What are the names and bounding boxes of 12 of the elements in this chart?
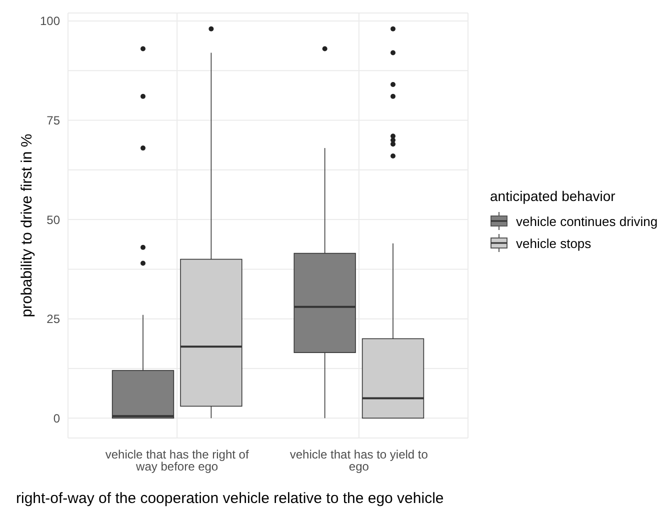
y-tick-label: 100 xyxy=(40,14,60,28)
x-tick-label: vehicle that has the right of way before ego xyxy=(105,448,250,474)
y-tick-label: 25 xyxy=(46,312,60,326)
y-axis-title: probability to drive first in % xyxy=(18,134,36,318)
x-tick-label: vehicle that has to yield to ego xyxy=(290,448,428,474)
x-axis-title: right-of-way of the cooperation vehicle relative to the ego vehicle xyxy=(16,490,444,507)
legend-label: vehicle stops xyxy=(516,236,592,250)
y-tick-label: 0 xyxy=(53,411,60,426)
y-tick-label: 75 xyxy=(46,114,60,128)
y-tick-label: 50 xyxy=(46,212,60,227)
legend-title: anticipated behavior xyxy=(490,188,616,204)
legend-label: vehicle continues driving xyxy=(516,214,658,228)
